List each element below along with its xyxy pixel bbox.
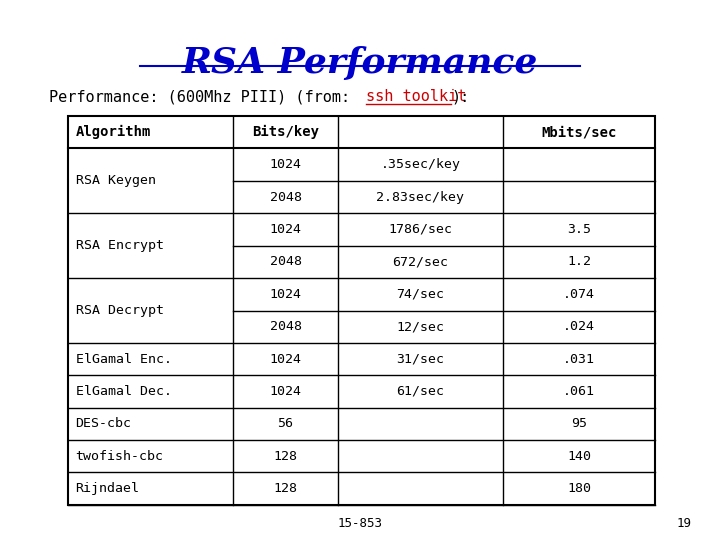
Text: DES-cbc: DES-cbc [76, 417, 132, 430]
Text: 1786/sec: 1786/sec [389, 223, 452, 236]
Text: 56: 56 [277, 417, 294, 430]
Text: 128: 128 [274, 450, 297, 463]
Text: .031: .031 [563, 353, 595, 366]
Text: 2048: 2048 [269, 320, 302, 333]
Text: 2048: 2048 [269, 255, 302, 268]
Text: 15-853: 15-853 [338, 517, 382, 530]
Text: 672/sec: 672/sec [392, 255, 449, 268]
Text: Mbits/sec: Mbits/sec [541, 125, 616, 139]
Text: .024: .024 [563, 320, 595, 333]
Text: 74/sec: 74/sec [397, 288, 444, 301]
Text: RSA Performance: RSA Performance [182, 46, 538, 80]
Text: 1024: 1024 [269, 158, 302, 171]
Text: 61/sec: 61/sec [397, 385, 444, 398]
Text: ElGamal Enc.: ElGamal Enc. [76, 353, 171, 366]
Text: 2.83sec/key: 2.83sec/key [377, 191, 464, 204]
Text: 19: 19 [676, 517, 691, 530]
Text: 128: 128 [274, 482, 297, 495]
Text: 180: 180 [567, 482, 591, 495]
Text: 31/sec: 31/sec [397, 353, 444, 366]
Text: 1.2: 1.2 [567, 255, 591, 268]
Text: 12/sec: 12/sec [397, 320, 444, 333]
Text: 1024: 1024 [269, 353, 302, 366]
Text: 1024: 1024 [269, 223, 302, 236]
Text: RSA Encrypt: RSA Encrypt [76, 239, 163, 252]
Text: 95: 95 [571, 417, 587, 430]
Text: Performance: (600Mhz PIII) (from:: Performance: (600Mhz PIII) (from: [49, 89, 359, 104]
Text: 1024: 1024 [269, 385, 302, 398]
Text: .35sec/key: .35sec/key [380, 158, 461, 171]
Text: ):: ): [451, 89, 469, 104]
Text: RSA Keygen: RSA Keygen [76, 174, 156, 187]
Text: 2048: 2048 [269, 191, 302, 204]
Text: Bits/key: Bits/key [252, 125, 319, 139]
Text: ssh toolkit: ssh toolkit [366, 89, 466, 104]
Text: RSA Decrypt: RSA Decrypt [76, 304, 163, 317]
Text: 1024: 1024 [269, 288, 302, 301]
Text: .061: .061 [563, 385, 595, 398]
Text: .074: .074 [563, 288, 595, 301]
Text: twofish-cbc: twofish-cbc [76, 450, 163, 463]
Text: Rijndael: Rijndael [76, 482, 140, 495]
Text: 140: 140 [567, 450, 591, 463]
Text: Algorithm: Algorithm [76, 125, 151, 139]
Text: 3.5: 3.5 [567, 223, 591, 236]
Text: ElGamal Dec.: ElGamal Dec. [76, 385, 171, 398]
